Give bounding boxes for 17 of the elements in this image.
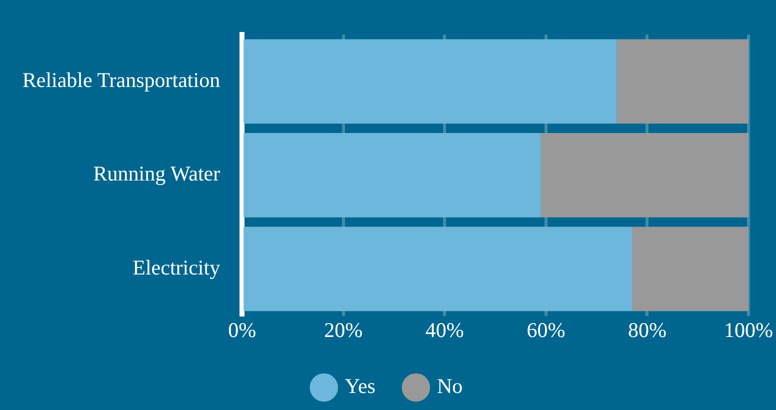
bar <box>540 133 749 218</box>
bar <box>244 226 632 312</box>
y-tick-label: Reliable Transportation <box>22 68 221 92</box>
bar <box>244 133 541 218</box>
x-tick-label: 40% <box>425 318 464 342</box>
x-tick-label: 20% <box>324 318 363 342</box>
y-tick-label: Electricity <box>132 255 221 280</box>
x-tick-label: 100% <box>724 318 774 342</box>
x-tick-label: 60% <box>526 318 566 342</box>
x-tick-label: 80% <box>628 318 666 342</box>
x-tick-label: 0% <box>228 318 256 342</box>
legend-label: Yes <box>344 374 376 398</box>
bar <box>616 39 749 124</box>
legend-label: No <box>436 374 463 398</box>
bar <box>244 39 617 124</box>
bar <box>632 226 749 312</box>
y-tick-label: Running Water <box>93 162 220 186</box>
